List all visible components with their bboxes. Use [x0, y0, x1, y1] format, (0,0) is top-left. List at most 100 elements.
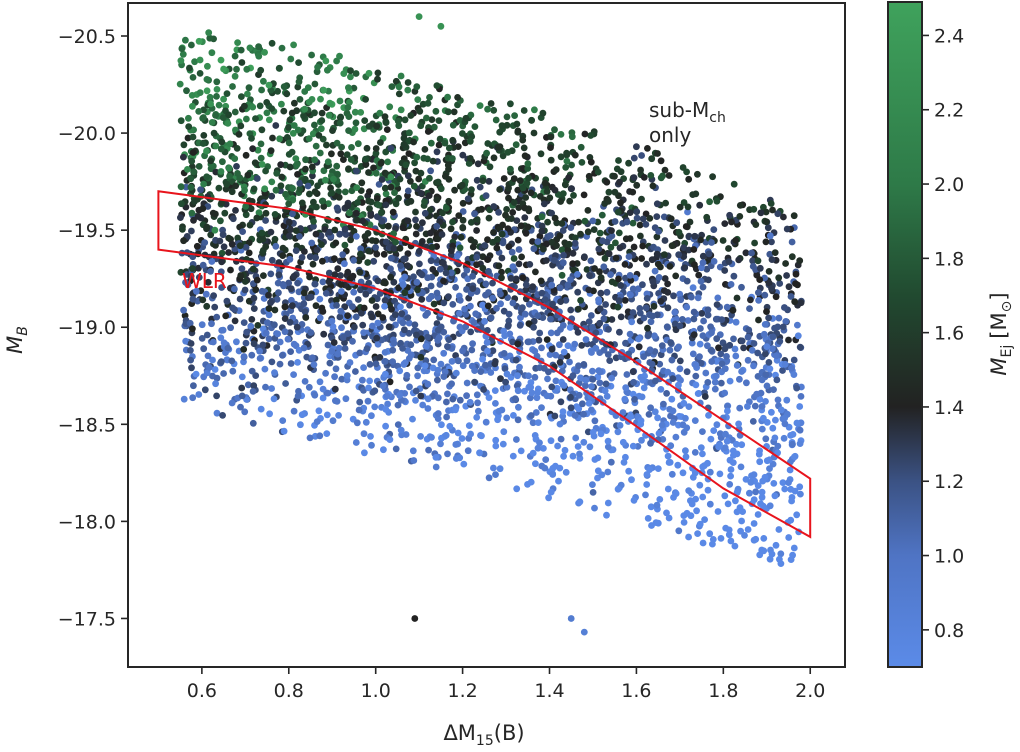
data-point [204, 62, 211, 70]
data-point [263, 319, 271, 326]
data-point [552, 166, 560, 174]
data-point [217, 358, 225, 366]
data-point [568, 133, 576, 141]
data-point [333, 139, 341, 147]
data-point [372, 244, 379, 251]
data-point [558, 271, 566, 279]
data-point [483, 339, 491, 346]
data-point [509, 338, 516, 346]
data-point [478, 432, 485, 440]
data-point [309, 172, 316, 180]
data-point [352, 439, 360, 446]
data-point [568, 161, 575, 169]
data-point [186, 64, 193, 72]
data-point [706, 198, 713, 206]
data-point [494, 416, 501, 424]
data-point [356, 268, 364, 276]
data-point [511, 112, 518, 119]
data-point [509, 263, 517, 270]
data-point [701, 516, 708, 523]
data-point [548, 383, 556, 391]
data-point [796, 440, 804, 447]
data-point [510, 255, 518, 262]
data-point [769, 206, 776, 214]
data-point [334, 265, 342, 273]
data-point [726, 211, 733, 219]
data-point [365, 169, 372, 176]
data-point [322, 290, 330, 297]
data-point [467, 111, 475, 119]
data-point [313, 418, 321, 425]
data-point [210, 129, 218, 137]
data-point [296, 179, 304, 187]
data-point [413, 223, 420, 230]
data-point [439, 209, 446, 217]
data-point [196, 89, 204, 96]
data-point [308, 239, 316, 247]
data-point [339, 333, 347, 341]
data-point [699, 283, 707, 291]
data-point [467, 219, 475, 226]
data-point [576, 450, 583, 458]
data-point [731, 542, 739, 550]
data-point [652, 519, 660, 526]
data-point [571, 151, 579, 159]
data-point [219, 412, 227, 419]
data-point [749, 263, 757, 270]
data-point [473, 253, 481, 261]
data-point [417, 122, 425, 130]
data-point [407, 112, 415, 119]
data-point [559, 381, 567, 389]
data-point [353, 184, 361, 192]
data-point [699, 539, 707, 547]
data-point [441, 139, 449, 147]
data-point [706, 468, 714, 476]
data-point [510, 175, 518, 183]
data-point [424, 333, 432, 341]
data-point [348, 144, 355, 151]
data-point [514, 186, 522, 194]
data-point [411, 615, 419, 622]
data-point [445, 165, 452, 173]
data-point [443, 204, 450, 212]
data-point [682, 447, 689, 455]
data-point [225, 164, 233, 172]
data-point [739, 508, 746, 515]
data-point [626, 330, 634, 338]
data-point [485, 268, 492, 275]
y-axis-label-sub: B [15, 326, 31, 336]
data-point [505, 184, 512, 192]
data-point [383, 126, 391, 133]
data-point [410, 273, 417, 281]
data-point [366, 205, 373, 213]
data-point [487, 314, 495, 322]
data-point [253, 276, 261, 284]
data-point [642, 491, 649, 499]
data-point [587, 257, 595, 265]
data-point [456, 244, 464, 252]
data-point [363, 345, 371, 352]
data-point [698, 310, 706, 317]
data-point [661, 275, 669, 282]
data-point [216, 237, 224, 245]
data-point [699, 450, 706, 458]
data-point [434, 394, 442, 402]
data-point [736, 213, 744, 220]
data-point [414, 372, 421, 380]
data-point [569, 260, 577, 268]
data-point [697, 236, 704, 244]
data-point [738, 337, 746, 345]
data-point [372, 303, 380, 310]
data-point [575, 362, 582, 370]
data-point [680, 512, 688, 519]
data-point [537, 277, 545, 285]
data-point [217, 56, 225, 64]
data-point [271, 235, 279, 243]
data-point [448, 269, 455, 277]
data-point [302, 156, 309, 164]
data-point [463, 357, 471, 365]
data-point [566, 410, 574, 417]
data-point [391, 189, 398, 197]
data-point [697, 277, 705, 285]
